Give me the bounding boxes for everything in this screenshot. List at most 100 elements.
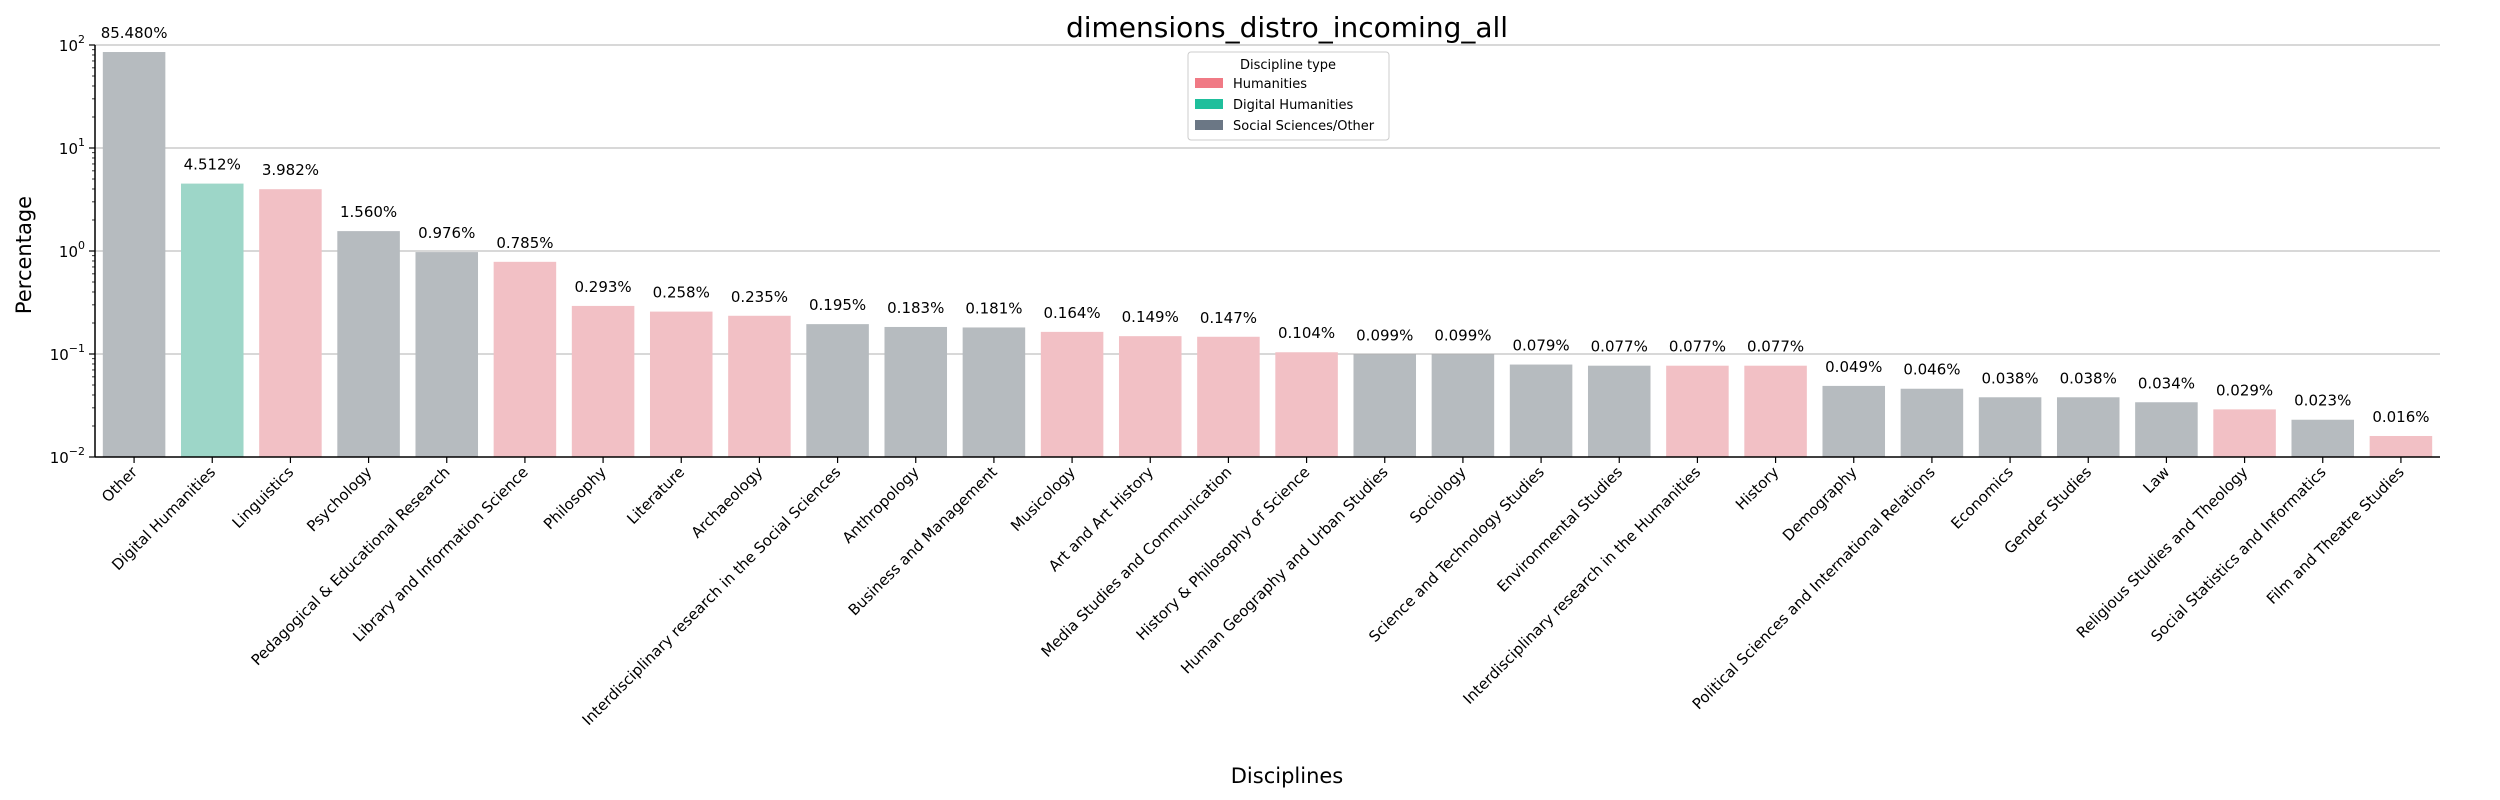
bar [1040,331,1104,457]
x-axis-label: Disciplines [1231,764,1344,788]
legend-label-digital-humanities: Digital Humanities [1233,98,1353,113]
data-label: 3.982% [262,161,319,179]
bar [415,252,479,457]
y-tick-label: 10−2 [50,445,85,467]
data-label: 4.512% [184,156,241,174]
bar [1431,354,1495,457]
data-labels: 85.480% 4.512% 3.982% 1.560% 0.976% 0.785% 0.2… [101,24,2430,426]
data-label: 0.016% [2372,408,2429,426]
x-tick-label: Law [2139,463,2173,497]
x-tick-label: Library and Information Science [349,463,531,645]
data-label: 0.164% [1043,304,1100,322]
data-label: 0.149% [1122,308,1179,326]
bar [180,183,244,458]
data-label: 0.046% [1903,361,1960,379]
bar [806,324,869,457]
x-tick-label: Sociology [1406,463,1470,527]
x-tick-label: Musicology [1007,463,1079,535]
legend-frame [1187,51,1390,141]
data-label: 0.104% [1278,324,1335,342]
legend-label-humanities: Humanities [1233,77,1307,92]
data-label: 0.785% [496,234,553,252]
bar [2056,397,2120,457]
bar [1822,385,1886,457]
data-label: 0.023% [2294,392,2351,410]
x-tick-label: Economics [1947,463,2017,533]
bar [1118,336,1182,457]
x-tick-label: Social Statistics and Informatics [2147,463,2329,645]
bar [1353,354,1417,457]
data-label: 0.099% [1356,326,1413,344]
bar [337,231,400,457]
data-label: 85.480% [101,24,168,42]
y-tick-label: 10−1 [50,342,85,364]
x-tick-label: Anthropology [839,463,923,547]
x-tick-label: History & Philosophy of Science [1133,463,1314,644]
legend-title: Discipline type [1240,58,1336,73]
data-label: 0.195% [809,296,866,314]
chart-title: dimensions_distro_incoming_all [1066,11,1508,44]
data-label: 0.079% [1512,337,1569,355]
legend-swatch-humanities [1195,78,1223,88]
y-tick-label: 101 [59,136,85,158]
data-label: 0.038% [1981,369,2038,387]
bar [493,261,557,457]
data-label: 0.099% [1434,326,1491,344]
bar [1978,397,2042,457]
x-tick-label: Literature [623,463,688,528]
data-label: 0.181% [965,299,1022,317]
x-tick-label: Religious Studies and Theology [2073,463,2252,642]
bar [2291,419,2355,457]
bar [1744,365,1807,457]
bar [259,189,322,457]
bar [728,315,791,457]
legend-label-social-sciences: Social Sciences/Other [1233,119,1375,134]
x-tick-label: Psychology [303,463,375,535]
legend-swatch-digital-humanities [1195,99,1223,109]
data-label: 0.235% [731,288,788,306]
bar [1275,352,1338,457]
legend: Discipline type Humanities Digital Human… [1187,51,1390,141]
x-tick-label: Interdisciplinary research in the Social… [579,463,845,729]
data-label: 0.077% [1591,338,1648,356]
x-tick-label: Linguistics [229,463,298,532]
x-tick-label: Other [98,463,141,506]
x-tick-label: History [1732,463,1783,514]
data-label: 1.560% [340,203,397,221]
y-tick-label: 102 [59,33,85,55]
x-tick-label: Film and Theatre Studies [2263,463,2408,608]
bar [102,52,166,458]
data-label: 0.049% [1825,358,1882,376]
x-tick-label: Environmental Studies [1493,463,1626,596]
data-label: 0.293% [574,278,631,296]
x-tick-label: Demography [1779,463,1861,545]
bar [2213,409,2276,457]
x-tick-label: Philosophy [540,463,610,533]
data-label: 0.034% [2138,374,2195,392]
y-axis-label: Percentage [12,196,36,314]
bar [1197,336,1260,457]
legend-swatch-social-sciences [1195,120,1223,130]
bar [2135,402,2198,457]
bar [1666,365,1729,457]
bar [1587,365,1651,457]
bar [962,327,1026,457]
x-tick-label: Science and Technology Studies [1365,463,1548,646]
bar [884,326,948,457]
data-label: 0.038% [2060,369,2117,387]
bar [2369,435,2433,457]
bars [102,52,2433,458]
data-label: 0.147% [1200,309,1257,327]
bar [649,311,713,457]
x-tick-label: Archaeology [688,463,767,542]
x-tick-label: Business and Management [845,463,1001,619]
bar [571,305,635,457]
y-tick-label: 100 [59,239,85,261]
data-label: 0.183% [887,299,944,317]
data-label: 0.976% [418,224,475,242]
data-label: 0.077% [1669,338,1726,356]
data-label: 0.029% [2216,381,2273,399]
data-label: 0.077% [1747,338,1804,356]
bar [1900,388,1964,457]
